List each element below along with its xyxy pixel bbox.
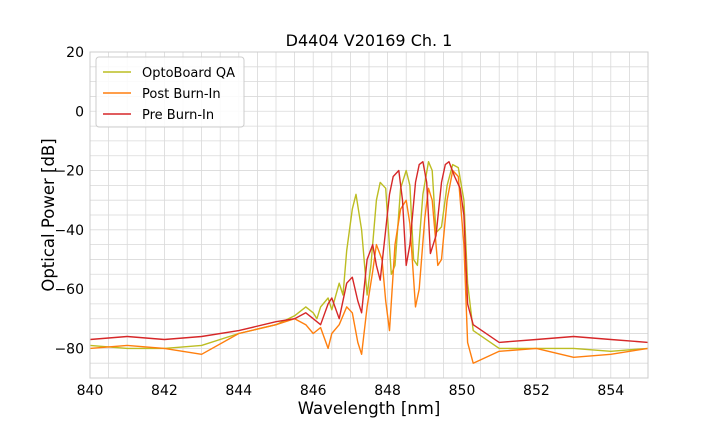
x-tick-label: 844 [225,383,252,399]
plot-frame [89,51,649,379]
y-tick-label: 20 [66,45,84,61]
legend-entry: Pre Burn-In [142,108,214,123]
y-tick-label: −60 [54,282,84,298]
series-line-1 [90,169,648,364]
chart-title: D4404 V20169 Ch. 1 [286,31,453,50]
legend-entry: Post Burn-In [142,87,221,102]
y-tick-label: −40 [54,223,84,239]
y-tick-labels: 20 0 −20 −40 −60 −80 [54,45,84,357]
x-axis-label: Wavelength [nm] [298,399,441,418]
series-line-2 [90,160,648,344]
x-tick-label: 840 [77,383,104,399]
x-tick-label: 842 [151,383,178,399]
y-tick-label: 0 [75,104,84,120]
legend: OptoBoard QA Post Burn-In Pre Burn-In [95,56,245,128]
x-tick-label: 846 [300,383,327,399]
x-tick-labels: 840 842 844 846 848 850 852 854 [77,383,625,399]
x-tick-label: 850 [449,383,476,399]
x-tick-label: 848 [374,383,401,399]
legend-entry: OptoBoard QA [142,66,235,81]
series-layer [90,160,648,364]
series-line-0 [90,160,648,352]
y-axis-label: Optical Power [dB] [39,138,58,291]
x-tick-label: 852 [523,383,550,399]
x-tick-label: 854 [597,383,624,399]
y-tick-label: −20 [54,164,84,180]
legend-box [95,56,245,128]
y-tick-label: −80 [54,341,84,357]
